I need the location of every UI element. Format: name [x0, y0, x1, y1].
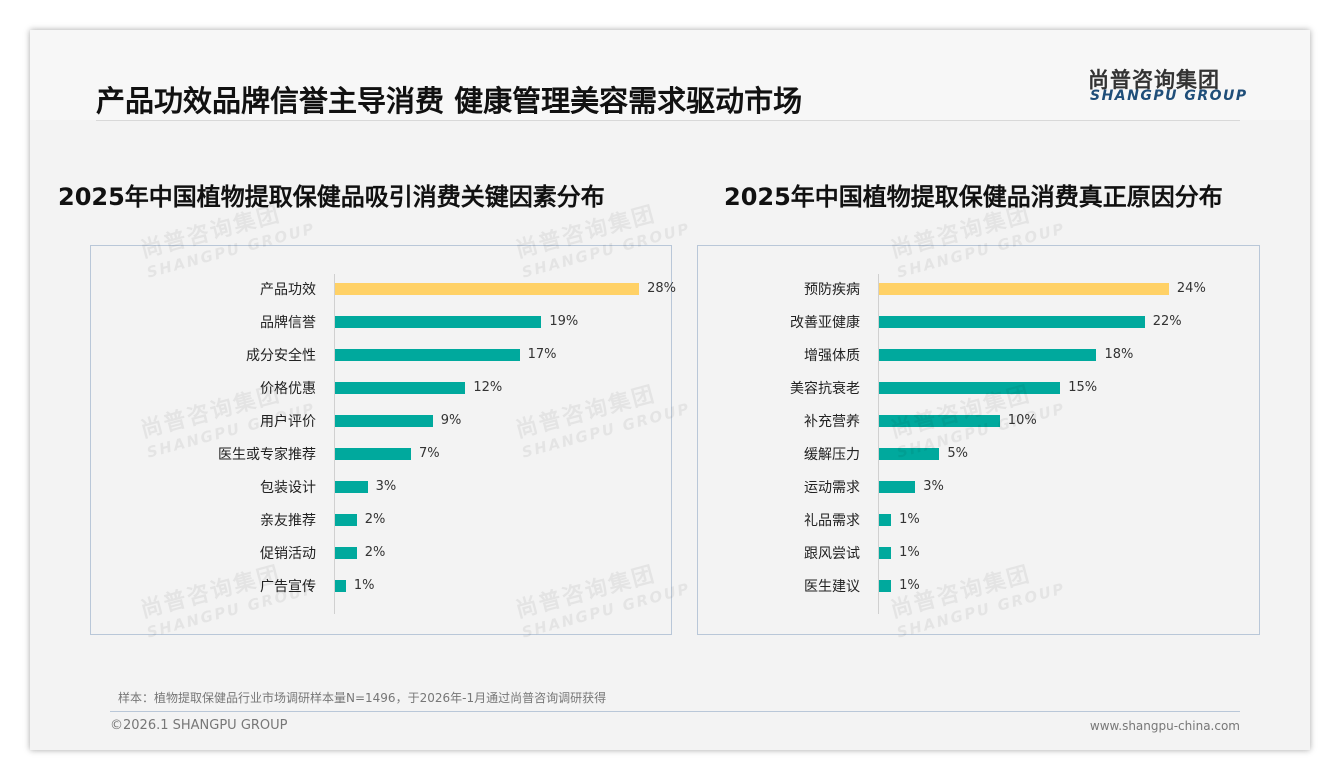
bar [879, 448, 940, 460]
bar [879, 349, 1097, 361]
data-label: 10% [1007, 413, 1037, 428]
bar [335, 349, 520, 361]
data-label: 2% [364, 512, 386, 527]
logo-text-cn: 尚普咨询集团 [1088, 68, 1220, 92]
category-label: 产品功效 [260, 282, 316, 298]
data-label: 18% [1104, 347, 1134, 362]
category-label: 亲友推荐 [260, 513, 316, 529]
chart-right: 预防疾病 24% 改善亚健康 22% 增强体质 18% 美容抗衰老 15% 补充营养 10% 缓解压… [697, 245, 1260, 635]
data-label: 3% [923, 479, 944, 494]
category-label: 礼品需求 [804, 513, 860, 529]
chart-left: 产品功效 28% 品牌信誉 19% 成分安全性 17% 价格优惠 12% 用户评价 9% 医生或专家… [90, 245, 676, 635]
sample-note: 样本：植物提取保健品行业市场调研样本量N=1496，于2026年-1月通过尚普咨… [118, 691, 607, 705]
category-label: 缓解压力 [804, 447, 860, 463]
slide: 产品功效品牌信誉主导消费 健康管理美容需求驱动市场 尚普咨询集团 SHANGPU… [30, 30, 1310, 750]
footer-divider [110, 711, 1240, 712]
logo-text-en: SHANGPU GROUP [1090, 88, 1248, 104]
data-label: 24% [1176, 281, 1206, 296]
y-axis-line [878, 274, 879, 614]
data-label: 17% [527, 347, 557, 362]
data-label: 1% [353, 578, 375, 593]
category-label: 促销活动 [260, 546, 316, 562]
category-label: 包装设计 [260, 480, 316, 496]
data-label: 1% [899, 545, 920, 560]
data-label: 28% [647, 281, 676, 296]
category-label: 医生建议 [804, 579, 860, 595]
y-axis-line [334, 274, 335, 614]
copyright: ©2026.1 SHANGPU GROUP [110, 718, 288, 733]
category-label: 补充营养 [804, 414, 860, 430]
category-label: 增强体质 [804, 348, 860, 364]
category-label: 用户评价 [260, 414, 316, 430]
data-label: 22% [1152, 314, 1182, 329]
bar [335, 415, 433, 427]
header [30, 30, 1310, 120]
bar [335, 514, 357, 526]
data-label: 1% [899, 578, 920, 593]
data-label: 1% [899, 512, 920, 527]
bar [879, 415, 1000, 427]
bar [335, 283, 640, 295]
chart-title-left: 2025年中国植物提取保健品吸引消费关键因素分布 [58, 183, 605, 211]
data-label: 3% [375, 479, 397, 494]
website-url: www.shangpu-china.com [1089, 719, 1240, 733]
bar [879, 580, 892, 592]
category-label: 预防疾病 [804, 282, 860, 298]
category-label: 成分安全性 [246, 348, 316, 364]
bar [879, 283, 1169, 295]
data-label: 2% [364, 545, 386, 560]
category-label: 价格优惠 [260, 381, 316, 397]
category-label: 品牌信誉 [260, 315, 316, 331]
data-label: 5% [947, 446, 969, 461]
bar [879, 316, 1145, 328]
bar [335, 316, 542, 328]
data-label: 12% [473, 380, 503, 395]
chart-title-right: 2025年中国植物提取保健品消费真正原因分布 [724, 183, 1223, 211]
page-title: 产品功效品牌信誉主导消费 健康管理美容需求驱动市场 [96, 84, 803, 118]
bar [879, 547, 892, 559]
bar [879, 481, 916, 493]
data-label: 19% [549, 314, 579, 329]
bar [335, 448, 412, 460]
category-label: 医生或专家推荐 [218, 447, 316, 463]
category-label: 美容抗衰老 [790, 381, 860, 397]
bar [879, 514, 892, 526]
bar [335, 481, 368, 493]
data-label: 15% [1068, 380, 1098, 395]
data-label: 7% [419, 446, 440, 461]
category-label: 运动需求 [804, 480, 860, 496]
bar [335, 580, 346, 592]
bar [335, 547, 357, 559]
bar [335, 382, 466, 394]
category-label: 广告宣传 [260, 579, 316, 595]
category-label: 改善亚健康 [790, 315, 860, 331]
bar [879, 382, 1061, 394]
header-divider [96, 120, 1240, 121]
category-label: 跟风尝试 [804, 546, 860, 562]
data-label: 9% [440, 413, 462, 428]
